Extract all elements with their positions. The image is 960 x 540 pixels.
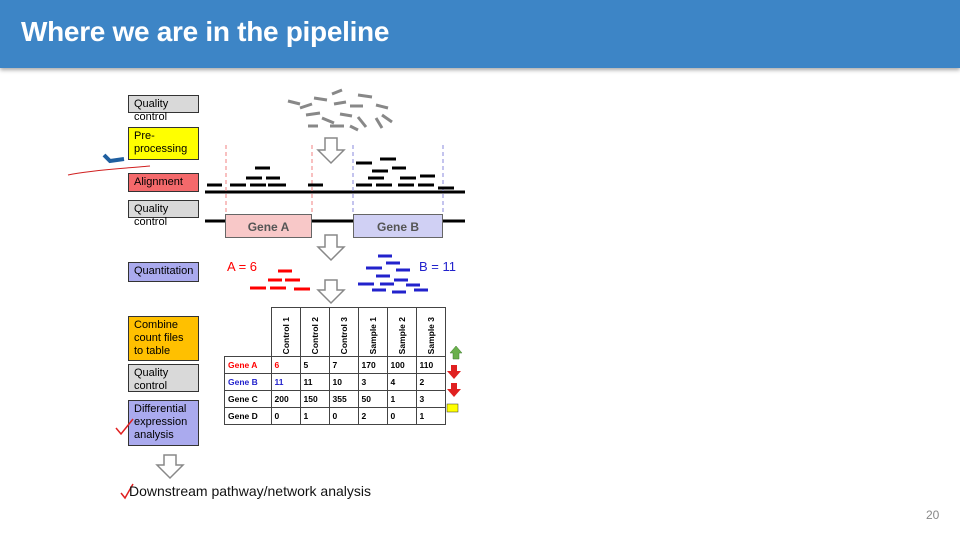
row-gene-label: Gene D bbox=[224, 407, 272, 425]
slide-title: Where we are in the pipeline bbox=[21, 16, 390, 47]
unaligned-reads bbox=[287, 88, 393, 132]
title-bar: Where we are in the pipeline bbox=[0, 0, 960, 68]
checkmark-icon bbox=[115, 418, 134, 436]
table-row: Gene D 0 1 0 2 0 1 bbox=[224, 407, 446, 425]
step-quality-control-3: Quality control bbox=[128, 364, 199, 392]
table-cell: 11 bbox=[299, 373, 330, 391]
pointer-mark-icon bbox=[102, 153, 125, 164]
row-gene-label: Gene B bbox=[224, 373, 272, 391]
table-cell: 170 bbox=[357, 356, 388, 374]
step-quality-control-1: Quality control bbox=[128, 95, 199, 123]
down-arrow-icons bbox=[155, 137, 346, 480]
neutral-marker-icon bbox=[446, 403, 459, 413]
checkmark-icon-2 bbox=[120, 483, 134, 500]
column-header: Sample 3 bbox=[415, 307, 446, 357]
gene-a-count: A = 6 bbox=[227, 259, 257, 274]
row-gene-label: Gene C bbox=[224, 390, 272, 408]
step-quantitation: Quantitation bbox=[128, 262, 199, 282]
row-gene-label: Gene A bbox=[224, 356, 272, 374]
table-cell: 100 bbox=[386, 356, 417, 374]
table-cell: 1 bbox=[299, 407, 330, 425]
column-header: Control 1 bbox=[270, 307, 301, 357]
table-cell: 2 bbox=[357, 407, 388, 425]
column-header: Control 2 bbox=[299, 307, 330, 357]
table-cell: 355 bbox=[328, 390, 359, 408]
table-cell: 7 bbox=[328, 356, 359, 374]
step-quality-control-2: Quality control bbox=[128, 200, 199, 228]
table-cell: 200 bbox=[270, 390, 301, 408]
gene-boundaries bbox=[225, 145, 444, 215]
table-cell: 3 bbox=[357, 373, 388, 391]
column-header: Sample 2 bbox=[386, 307, 417, 357]
table-row: Gene A 6 5 7 170 100 110 bbox=[224, 356, 446, 374]
table-cell: 3 bbox=[415, 390, 446, 408]
table-cell: 0 bbox=[386, 407, 417, 425]
gene-a-box: Gene A bbox=[225, 214, 312, 238]
table-cell: 11 bbox=[270, 373, 301, 391]
table-cell: 1 bbox=[386, 390, 417, 408]
gene-a-reads bbox=[250, 269, 310, 291]
step-alignment: Alignment bbox=[128, 173, 199, 192]
column-header: Control 3 bbox=[328, 307, 359, 357]
column-header: Sample 1 bbox=[357, 307, 388, 357]
count-table: Control 1 Control 2 Control 3 Sample 1 S… bbox=[224, 307, 446, 425]
down-arrow-icon bbox=[447, 365, 461, 379]
table-cell: 1 bbox=[415, 407, 446, 425]
gene-b-reads bbox=[358, 254, 428, 294]
table-cell: 6 bbox=[270, 356, 301, 374]
step-differential: Differential expression analysis bbox=[128, 400, 199, 446]
gene-b-box: Gene B bbox=[353, 214, 443, 238]
up-arrow-icon bbox=[449, 345, 463, 360]
table-cell: 50 bbox=[357, 390, 388, 408]
page-number: 20 bbox=[926, 508, 940, 522]
table-cell: 0 bbox=[328, 407, 359, 425]
table-cell: 110 bbox=[415, 356, 446, 374]
gene-b-count: B = 11 bbox=[419, 259, 456, 274]
aligned-reads bbox=[207, 157, 454, 190]
table-row: Gene C 200 150 355 50 1 3 bbox=[224, 390, 446, 408]
table-cell: 2 bbox=[415, 373, 446, 391]
step-combine: Combine count files to table bbox=[128, 316, 199, 361]
table-cell: 5 bbox=[299, 356, 330, 374]
down-arrow-icon-2 bbox=[447, 383, 461, 397]
table-cell: 150 bbox=[299, 390, 330, 408]
table-cell: 4 bbox=[386, 373, 417, 391]
step-preprocessing: Pre- processing bbox=[128, 127, 199, 160]
annotation-underline bbox=[67, 165, 151, 176]
table-header-row: Control 1 Control 2 Control 3 Sample 1 S… bbox=[225, 307, 446, 357]
table-cell: 10 bbox=[328, 373, 359, 391]
table-row: Gene B 11 11 10 3 4 2 bbox=[224, 373, 446, 391]
table-cell: 0 bbox=[270, 407, 301, 425]
downstream-label: Downstream pathway/network analysis bbox=[129, 483, 371, 499]
